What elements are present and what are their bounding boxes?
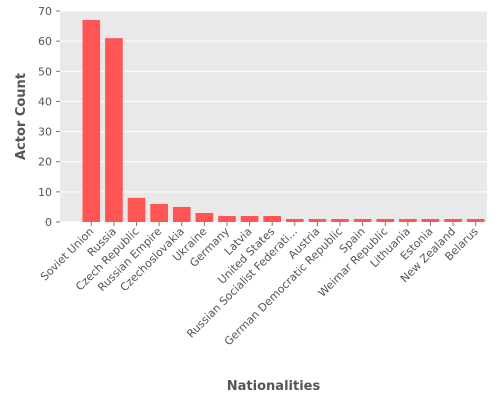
bar-latvia bbox=[240, 215, 259, 222]
y-tick-label: 40 bbox=[38, 95, 52, 108]
y-tick-label: 50 bbox=[38, 65, 52, 78]
bar-united-states bbox=[263, 215, 282, 222]
y-tick-label: 20 bbox=[38, 156, 52, 169]
bar-russia bbox=[105, 38, 123, 222]
bar-czech-republic bbox=[127, 197, 146, 222]
bar-ukraine bbox=[195, 212, 214, 222]
y-axis-label: Actor Count bbox=[14, 73, 29, 160]
bar-lithuania bbox=[399, 218, 417, 222]
bar-austria bbox=[308, 218, 327, 222]
bar-spain bbox=[353, 218, 372, 222]
y-tick-label: 0 bbox=[45, 216, 52, 229]
y-tick-label: 30 bbox=[38, 126, 52, 139]
plot-area bbox=[60, 11, 487, 222]
bar-germany bbox=[218, 215, 236, 222]
bar-new-zealand bbox=[444, 218, 462, 222]
bar-russian-empire bbox=[150, 203, 168, 222]
bar-czechoslovakia bbox=[172, 206, 191, 222]
y-axis-ticks: 0 10 20 30 40 50 60 70 bbox=[38, 5, 60, 229]
y-tick-label: 70 bbox=[38, 5, 52, 18]
x-axis-label: Nationalities bbox=[227, 379, 321, 394]
bar-estonia bbox=[421, 218, 440, 222]
grid-lines bbox=[60, 10, 487, 223]
bar-russian-socialist-federati bbox=[285, 218, 304, 222]
bar-soviet-union bbox=[82, 20, 101, 222]
bar-german-democratic-republic bbox=[331, 218, 349, 222]
bars bbox=[82, 20, 485, 222]
y-tick-label: 60 bbox=[38, 35, 52, 48]
y-tick-label: 10 bbox=[38, 186, 52, 199]
bar-weimar-republic bbox=[376, 218, 395, 222]
bar-belarus bbox=[466, 218, 485, 222]
